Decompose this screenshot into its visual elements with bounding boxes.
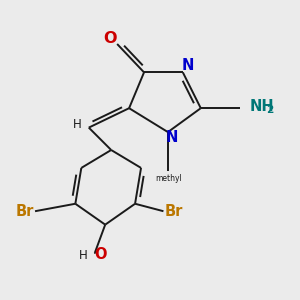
Text: H: H (79, 249, 87, 262)
Text: N: N (182, 58, 194, 73)
Text: H: H (73, 118, 82, 131)
Text: Br: Br (15, 204, 34, 219)
Text: 2: 2 (266, 105, 274, 115)
Text: Br: Br (165, 204, 183, 219)
Text: methyl: methyl (155, 174, 182, 183)
Text: N: N (165, 130, 178, 145)
Text: O: O (103, 31, 116, 46)
Text: ·: · (92, 248, 96, 261)
Text: O: O (94, 247, 106, 262)
Text: NH: NH (250, 99, 275, 114)
